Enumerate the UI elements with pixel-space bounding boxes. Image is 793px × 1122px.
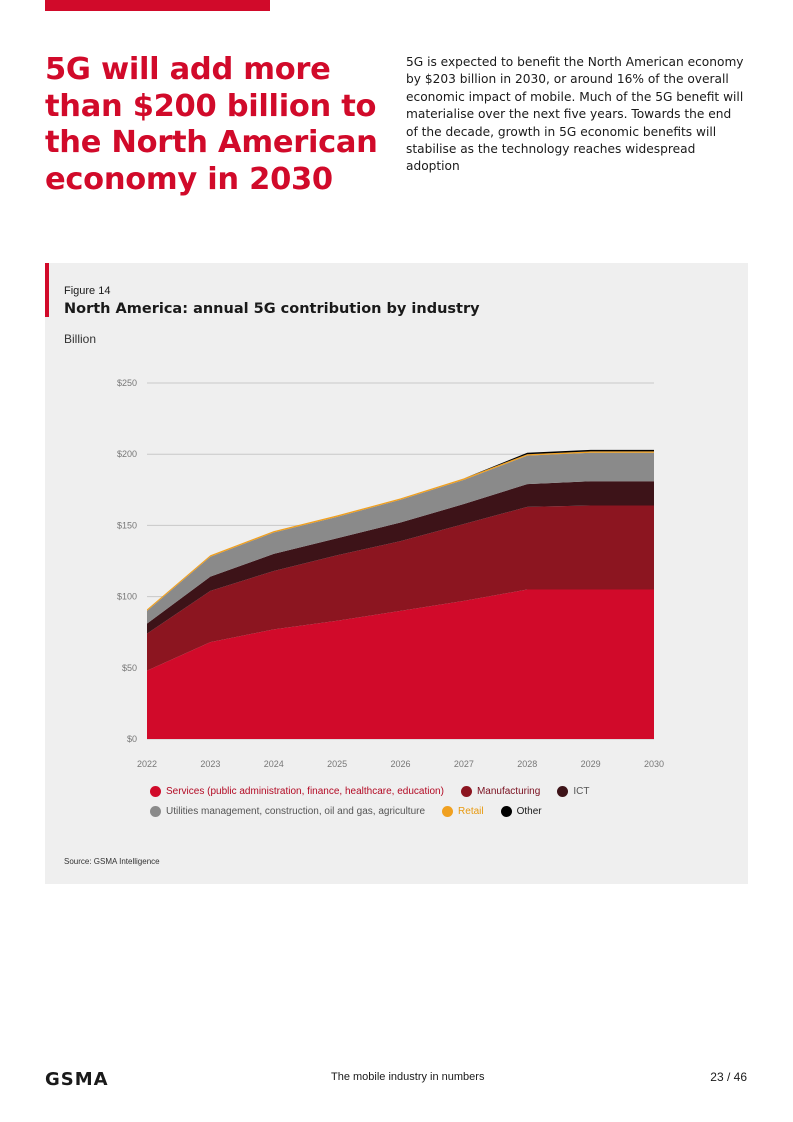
stacked-area-chart: $0$50$100$150$200$250 2022 2023 2024 2025 20… [117,378,664,769]
y-tick-label: $100 [117,592,137,602]
chart-areas [147,449,654,739]
legend-label: Utilities management, construction, oil … [166,805,426,817]
x-tick-label: 2028 [517,759,537,769]
page-number: 23 / 46 [710,1070,747,1084]
legend-label: Other [516,805,542,817]
x-tick-label: 2023 [200,759,220,769]
legend-item: Other [500,805,542,817]
footer-publication-title: The mobile industry in numbers [331,1071,485,1083]
legend-item: Utilities management, construction, oil … [150,805,426,817]
legend-row: Utilities management, construction, oil … [150,801,710,821]
legend-label: ICT [573,785,590,797]
figure-source: Source: GSMA Intelligence [64,857,160,866]
area-series-ict [147,481,654,634]
legend-swatch-icon [460,785,472,797]
figure-panel: Figure 14 North America: annual 5G contr… [45,263,748,884]
intro-paragraph: 5G is expected to benefit the North Amer… [406,55,744,174]
y-axis-unit: Billion [64,332,97,346]
legend-swatch-icon [150,805,161,817]
gsma-logo: GSMA [45,1069,109,1090]
figure-title: North America: annual 5G contribution by… [64,301,480,317]
legend-item: Retail [442,805,484,817]
page-headline: 5G will add more than $200 billion to th… [45,52,378,197]
x-tick-label: 2024 [264,759,284,769]
chart-legend: Services (public administration, finance… [150,781,710,821]
legend-label: Services (public administration, finance… [166,785,444,797]
legend-swatch-icon [557,785,569,797]
figure-label: Figure 14 [64,285,111,297]
y-axis-ticks: $0 $50 $100 $150 $200 $250 [117,378,137,744]
legend-item: ICT [557,785,590,797]
legend-swatch-icon [442,805,454,817]
figure-accent-bar [45,263,49,317]
x-tick-label: 2026 [390,759,410,769]
x-tick-label: 2029 [581,759,601,769]
area-series-services [147,589,654,739]
legend-item: Services (public administration, finance… [150,785,444,797]
y-tick-label: $150 [117,520,137,530]
y-tick-label: $200 [117,449,137,459]
legend-row: Services (public administration, finance… [150,781,710,801]
area-series-utilities [147,452,654,624]
x-tick-label: 2027 [454,759,474,769]
y-tick-label: $0 [127,734,137,744]
area-series-manufacturing [147,505,654,671]
top-accent-bar [45,0,270,11]
legend-label: Manufacturing [476,785,541,797]
x-axis-ticks: 2022 2023 2024 2025 2026 2027 2028 2029 2030 [137,759,664,769]
legend-label: Retail [458,805,484,817]
legend-swatch-icon [150,785,161,797]
legend-item: Manufacturing [460,785,541,797]
x-tick-label: 2022 [137,759,157,769]
y-tick-label: $250 [117,378,137,388]
x-tick-label: 2025 [327,759,347,769]
legend-swatch-icon [500,805,512,817]
x-tick-label: 2030 [644,759,664,769]
y-tick-label: $50 [122,663,137,673]
